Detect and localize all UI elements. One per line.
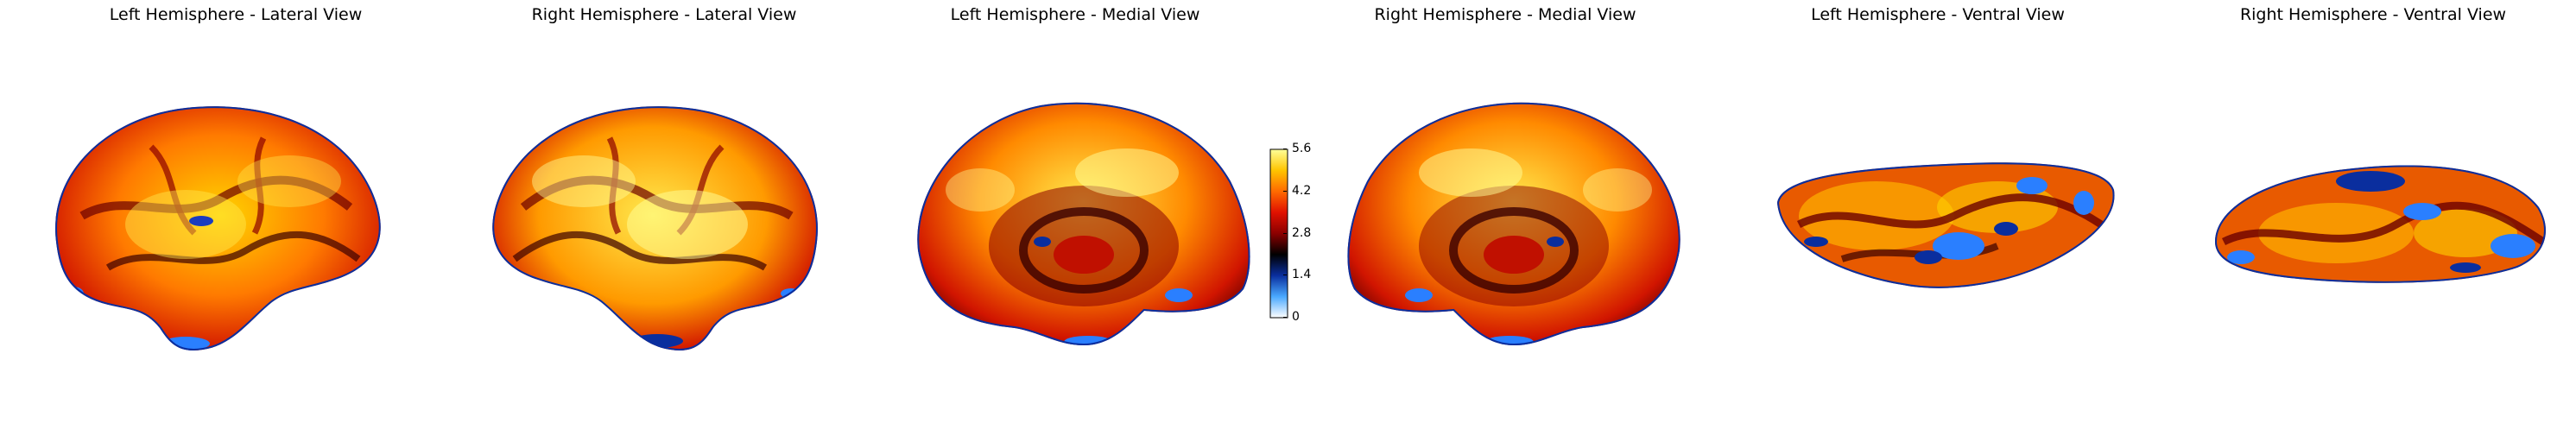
colorbar [1269,148,1288,319]
panel-title-right-ventral: Right Hemisphere - Ventral View [2239,5,2507,24]
colorbar-tick-label: 0 [1283,311,1300,323]
brain-left-ventral [1777,162,2115,288]
colorbar-ticks: 0 1.4 2.8 4.2 5.6 [1282,142,1347,325]
colorbar-tick-label: 1.4 [1282,268,1311,281]
brain-right-lateral [492,106,818,350]
colorbar-tick-label: 5.6 [1282,142,1311,155]
brain-left-lateral [55,106,381,350]
panel-title-right-lateral: Right Hemisphere - Lateral View [531,5,797,24]
colorbar-tick-label: 4.2 [1282,185,1311,197]
brain-right-ventral [2215,165,2546,283]
panel-title-left-medial: Left Hemisphere - Medial View [950,5,1200,24]
panel-title-left-ventral: Left Hemisphere - Ventral View [1811,5,2065,24]
colorbar-tick-label: 2.8 [1282,227,1311,239]
panel-title-left-lateral: Left Hemisphere - Lateral View [109,5,363,24]
panel-title-right-medial: Right Hemisphere - Medial View [1374,5,1636,24]
brain-left-medial [917,102,1250,346]
brain-right-medial [1347,102,1680,346]
